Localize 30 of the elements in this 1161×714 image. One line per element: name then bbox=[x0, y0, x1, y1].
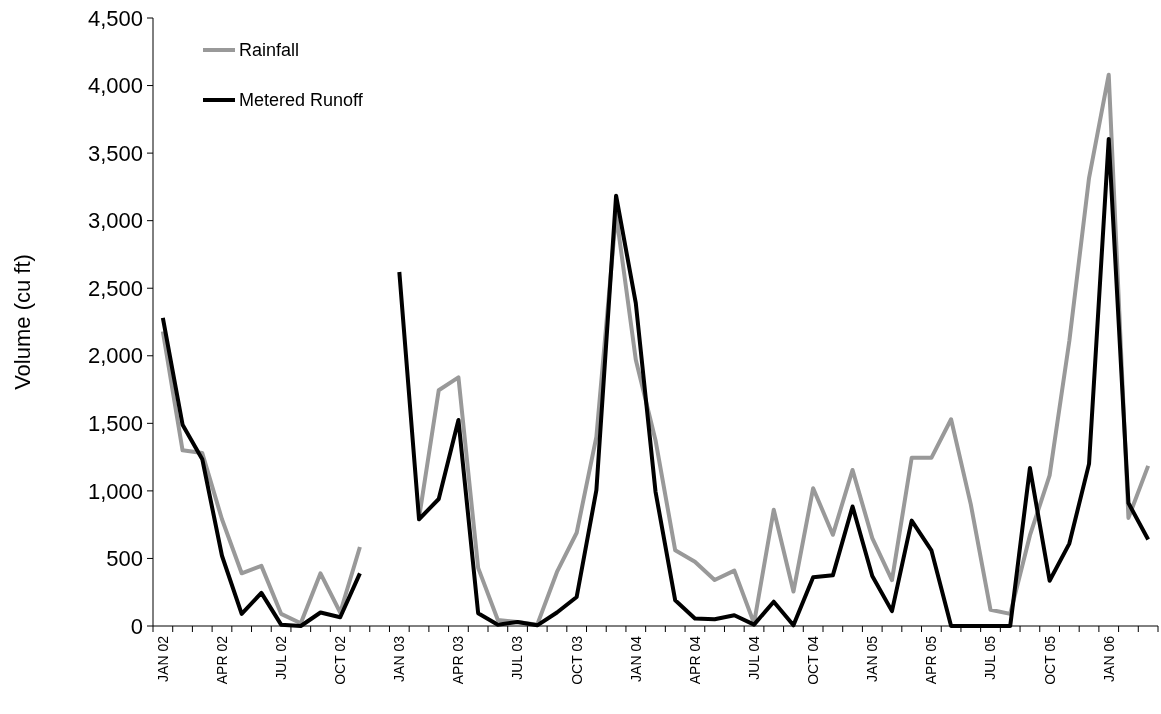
y-tick-label: 2,000 bbox=[87, 343, 143, 369]
y-tick-label: 1,500 bbox=[87, 411, 143, 437]
legend-label: Metered Runoff bbox=[239, 90, 364, 111]
y-tick-label: 1,000 bbox=[87, 478, 143, 504]
x-tick-label: JAN 02 bbox=[154, 635, 171, 682]
y-tick-label: 4,000 bbox=[87, 73, 143, 99]
x-tick-label: JUL 05 bbox=[982, 635, 999, 680]
x-tick-label: OCT 02 bbox=[332, 635, 349, 685]
x-tick-label: JUL 03 bbox=[509, 635, 526, 680]
x-tick-label: APR 04 bbox=[686, 635, 703, 685]
x-tick-label: JUL 02 bbox=[272, 635, 289, 680]
x-tick-label: OCT 05 bbox=[1041, 635, 1058, 685]
x-tick-label: APR 03 bbox=[450, 635, 467, 685]
x-tick-label: JAN 06 bbox=[1100, 635, 1117, 682]
y-tick-label: 500 bbox=[106, 546, 143, 572]
x-tick-label: OCT 04 bbox=[805, 635, 822, 685]
x-tick-label: APR 05 bbox=[923, 635, 940, 685]
x-tick-label: JAN 05 bbox=[864, 635, 881, 682]
x-tick-label: JUL 04 bbox=[745, 635, 762, 680]
x-tick-label: JAN 03 bbox=[391, 635, 408, 682]
y-tick-label: 3,000 bbox=[87, 208, 143, 234]
x-tick-label: JAN 04 bbox=[627, 635, 644, 682]
x-tick-label: APR 02 bbox=[213, 635, 230, 685]
y-tick-label: 3,500 bbox=[87, 140, 143, 166]
x-tick-label: OCT 03 bbox=[568, 635, 585, 685]
y-axis-title: Volume (cu ft) bbox=[10, 254, 35, 390]
legend-label: Rainfall bbox=[239, 40, 300, 61]
y-tick-label: 4,500 bbox=[87, 5, 143, 31]
y-tick-label: 0 bbox=[130, 613, 143, 639]
y-tick-label: 2,500 bbox=[87, 275, 143, 301]
